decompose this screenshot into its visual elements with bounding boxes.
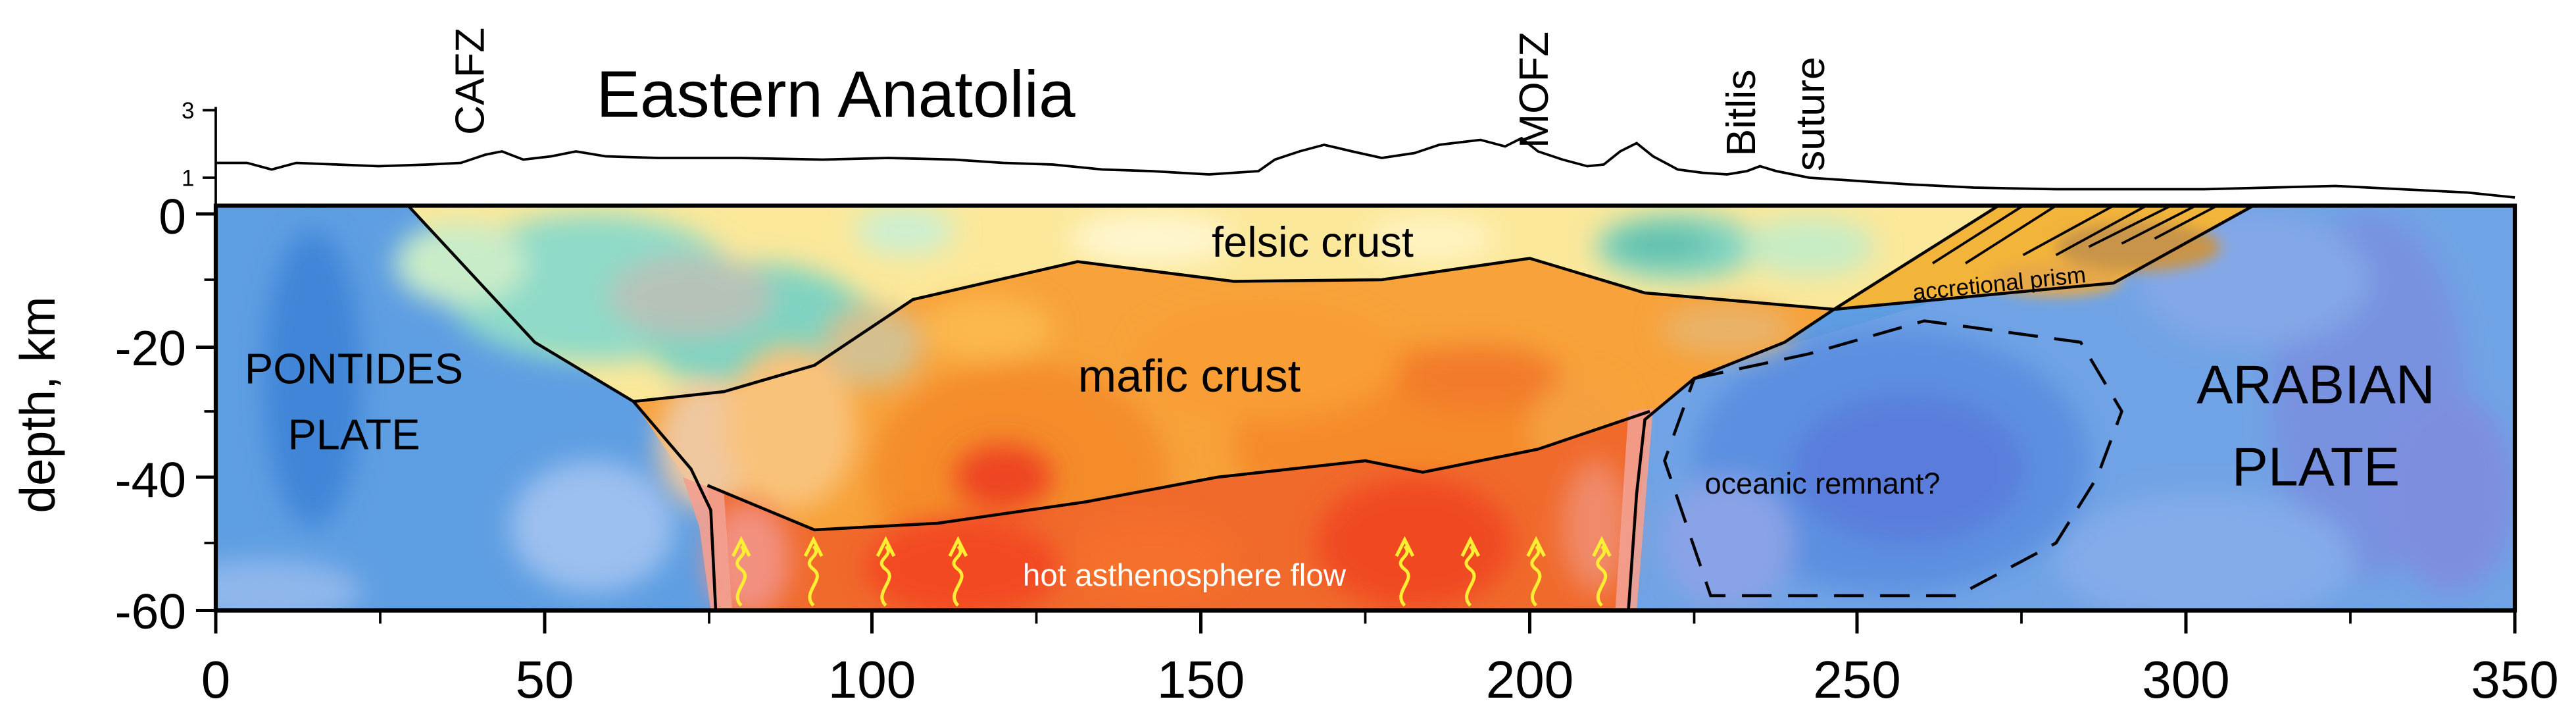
y-tick-60: -60	[115, 584, 186, 639]
flow-arrow	[948, 536, 968, 607]
figure-title: Eastern Anatolia	[596, 58, 1076, 132]
flow-arrow	[1592, 536, 1612, 607]
elevation-profile: 3 1	[182, 98, 2515, 206]
x-axis: 0 50 100 150 200 250 300 350	[201, 608, 2559, 709]
y-axis: 0 -20 -40 -60 depth, km	[10, 189, 218, 639]
fault-label-bitlis: Bitlis	[1718, 70, 1764, 157]
boundary-lines	[407, 205, 2254, 611]
x-tick-250: 250	[1813, 650, 1900, 709]
x-tick-300: 300	[2142, 650, 2229, 709]
flow-arrow	[1395, 536, 1415, 607]
topography-line	[216, 136, 2515, 199]
pontides-label-line2: PLATE	[287, 411, 420, 459]
arabian-label-line2: PLATE	[2232, 437, 2400, 498]
flow-arrow	[876, 536, 896, 607]
oceanic-remnant-label: oceanic remnant?	[1705, 467, 1941, 500]
oceanic-remnant-outline	[1663, 319, 2123, 598]
felsic-mafic-boundary-line	[633, 205, 2254, 403]
flow-arrow	[1526, 536, 1546, 607]
y-axis-label: depth, km	[10, 296, 65, 513]
x-tick-50: 50	[516, 650, 574, 709]
flow-arrow	[1460, 536, 1481, 607]
felsic-crust-label: felsic crust	[1212, 218, 1414, 266]
pontides-label-line1: PONTIDES	[245, 345, 463, 393]
y-tick-40: -40	[115, 452, 186, 507]
pontides-boundary-line	[407, 205, 718, 611]
prism-thrust-lines	[1931, 205, 2218, 265]
asthenosphere-label: hot asthenosphere flow	[1023, 558, 1347, 593]
arabian-label-line1: ARABIAN	[2196, 355, 2435, 415]
fault-label-suture: suture	[1787, 57, 1833, 171]
elevation-tick-1: 1	[182, 166, 194, 192]
arabian-boundary-line	[1627, 308, 1835, 611]
fault-label-mofz: MOFZ	[1511, 32, 1557, 148]
flow-arrow	[731, 536, 751, 607]
moho-line	[706, 409, 1650, 532]
y-tick-0: 0	[159, 189, 186, 244]
x-tick-0: 0	[201, 650, 231, 709]
x-tick-150: 150	[1157, 650, 1245, 709]
fault-label-cafz: CAFZ	[447, 28, 493, 135]
x-tick-350: 350	[2471, 650, 2558, 709]
x-tick-200: 200	[1486, 650, 1573, 709]
prism-base-line	[1833, 205, 2000, 311]
cross-section-plot	[216, 205, 2515, 611]
asthenosphere-flow-arrows	[731, 536, 1612, 607]
flow-arrow	[803, 536, 824, 607]
x-tick-100: 100	[828, 650, 916, 709]
y-tick-20: -20	[115, 321, 186, 376]
elevation-tick-3: 3	[182, 98, 194, 124]
mafic-crust-label: mafic crust	[1078, 350, 1300, 401]
